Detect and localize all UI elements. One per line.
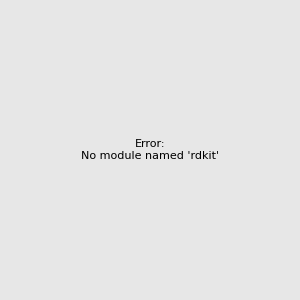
Text: Error:
No module named 'rdkit': Error: No module named 'rdkit' — [81, 139, 219, 161]
